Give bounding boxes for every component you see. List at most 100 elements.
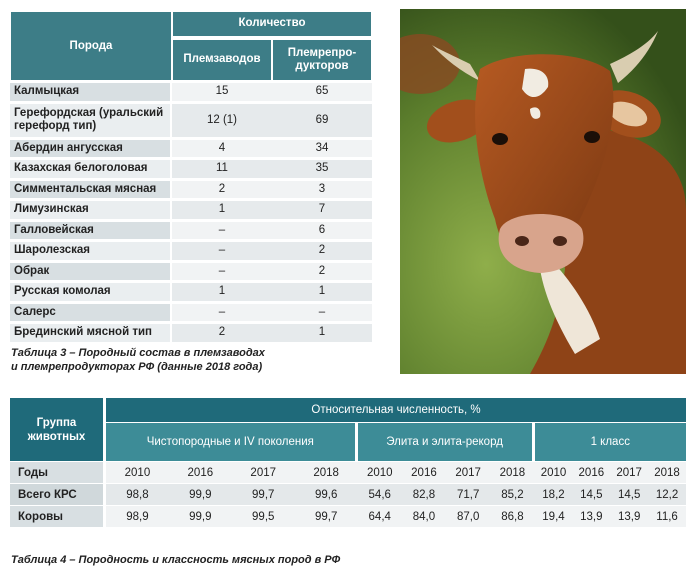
plemzavodov-cell: 1	[172, 283, 272, 302]
plemreproduktorov-column-header: Племрепро-дукторов	[272, 38, 372, 81]
class-table-body: Годы 2010 2016 2017 2018 2010 2016 2017 2018 2010…	[10, 462, 686, 527]
breed-cell: Абердин ангусская	[10, 139, 172, 158]
value-cell: 82,8	[401, 484, 447, 505]
plemzavodov-cell: –	[172, 262, 272, 281]
plemzavodov-cell: –	[172, 303, 272, 322]
value-cell: 14,5	[610, 484, 649, 505]
value-cell: 99,7	[231, 484, 295, 505]
plemreproduktorov-cell: –	[272, 303, 372, 322]
plemzavodov-cell: 2	[172, 180, 272, 199]
plemzavodov-cell: 1	[172, 201, 272, 220]
table-row: Галловейская –6	[10, 221, 372, 240]
table-row: Салерс – –	[10, 303, 372, 322]
plemzavodov-column-header: Племзаводов	[172, 38, 272, 81]
class-composition-table: Группа животных Относительная численность…	[10, 397, 686, 528]
value-cell: 2017	[610, 462, 649, 483]
plemzavodov-cell: 4	[172, 139, 272, 158]
table-row: Симментальская мясная 2 3	[10, 180, 372, 199]
value-cell: 98,9	[106, 506, 169, 527]
value-cell: 2017	[446, 462, 491, 483]
value-cell: 54,6	[357, 484, 402, 505]
plemreproduktorov-cell: 1	[272, 283, 372, 302]
plemreproduktorov-cell: 1	[272, 324, 372, 343]
plemzavodov-cell: 2	[172, 324, 272, 343]
plemzavodov-cell: 11	[172, 160, 272, 179]
value-cell: 64,4	[357, 506, 402, 527]
plemreproduktorov-cell: 35	[272, 160, 372, 179]
value-cell: 2017	[231, 462, 295, 483]
value-cell: 2018	[294, 462, 358, 483]
table-row: Русская комолая 1 1	[10, 283, 372, 302]
value-cell: 2010	[534, 462, 573, 483]
table-row: Казахская белоголовая 11 35	[10, 160, 372, 179]
value-cell: 99,7	[294, 506, 358, 527]
category-elite-header: Элита и элита-рекорд	[357, 423, 535, 461]
breed-cell: Обрак	[10, 262, 172, 281]
breed-column-header: Порода	[10, 11, 172, 81]
value-cell: 13,9	[572, 506, 611, 527]
plemreproduktorov-cell: 7	[272, 201, 372, 220]
plemreproduktorov-cell: 34	[272, 139, 372, 158]
value-cell: 71,7	[446, 484, 491, 505]
breed-cell: Казахская белоголовая	[10, 160, 172, 179]
breed-cell: Салерс	[10, 303, 172, 322]
quantity-column-header: Количество	[172, 11, 372, 37]
table-row: Лимузинская 1 7	[10, 201, 372, 220]
table-row: Всего КРС 98,8 99,9 99,7 99,6 54,6 82,8 71,7 85,…	[10, 484, 686, 505]
group-column-header: Группа животных	[10, 398, 106, 461]
table3-caption-line1: Таблица 3 – Породный состав в племзавода…	[11, 347, 265, 359]
breed-cell: Брединский мясной тип	[10, 324, 172, 343]
plemreproduktorov-cell: 69	[272, 103, 372, 138]
plemreproduktorov-cell: 65	[272, 83, 372, 102]
years-row: Годы 2010 2016 2017 2018 2010 2016 2017 2018 2010…	[10, 462, 686, 483]
value-cell: 98,8	[106, 484, 169, 505]
value-cell: 13,9	[610, 506, 649, 527]
value-cell: 2010	[106, 462, 169, 483]
value-cell: 85,2	[490, 484, 535, 505]
breed-cell: Галловейская	[10, 221, 172, 240]
value-cell: 11,6	[648, 506, 686, 527]
table-row: Коровы 98,9 99,9 99,5 99,7 64,4 84,0 87,0 86,8 19…	[10, 506, 686, 527]
relative-count-header: Относительная численность, %	[106, 398, 686, 422]
value-cell: 99,5	[231, 506, 295, 527]
plemreproduktorov-cell: 3	[272, 180, 372, 199]
plemzavodov-cell: 12 (1)	[172, 103, 272, 138]
breed-cell: Калмыцкая	[10, 83, 172, 102]
value-cell: 2016	[401, 462, 447, 483]
cow-illustration-icon	[400, 9, 686, 374]
value-cell: 84,0	[401, 506, 447, 527]
category-first-class-header: 1 класс	[534, 423, 686, 461]
plemreproduktorov-cell: 2	[272, 262, 372, 281]
plemreproduktorov-cell: 6	[272, 221, 372, 240]
plemzavodov-cell: –	[172, 221, 272, 240]
table-row: Брединский мясной тип 2 1	[10, 324, 372, 343]
value-cell: 99,9	[168, 506, 232, 527]
table-row: Герефордская (уральский герефорд тип) 12 …	[10, 103, 372, 138]
plemreproduktorov-cell: 2	[272, 242, 372, 261]
value-cell: 99,9	[168, 484, 232, 505]
breed-composition-table: Порода Количество Племзаводов Племрепро-…	[10, 9, 372, 345]
value-cell: 2018	[648, 462, 686, 483]
table-row: Калмыцкая 15 65	[10, 83, 372, 102]
breed-cell: Русская комолая	[10, 283, 172, 302]
table-row: Обрак –2	[10, 262, 372, 281]
value-cell: 2018	[490, 462, 535, 483]
value-cell: 12,2	[648, 484, 686, 505]
value-cell: 14,5	[572, 484, 611, 505]
table3-caption-line2: и племрепродукторах РФ (данные 2018 года…	[11, 361, 263, 373]
row-label: Годы	[10, 462, 106, 483]
breed-cell: Симментальская мясная	[10, 180, 172, 199]
value-cell: 2016	[572, 462, 611, 483]
breed-cell: Лимузинская	[10, 201, 172, 220]
value-cell: 2016	[168, 462, 232, 483]
breed-table-body: Калмыцкая 15 65 Герефордская (уральский гер…	[10, 83, 372, 343]
row-label: Всего КРС	[10, 484, 106, 505]
table4-caption: Таблица 4 – Породность и классность мясн…	[11, 554, 341, 566]
value-cell: 19,4	[534, 506, 573, 527]
table-row: Абердин ангусская 4 34	[10, 139, 372, 158]
category-purebred-header: Чистопородные и IV поколения	[106, 423, 358, 461]
table-row: Шаролезская –2	[10, 242, 372, 261]
table3-caption: Таблица 3 – Породный состав в племзавода…	[11, 346, 371, 374]
cow-photo	[400, 9, 686, 374]
value-cell: 99,6	[294, 484, 358, 505]
